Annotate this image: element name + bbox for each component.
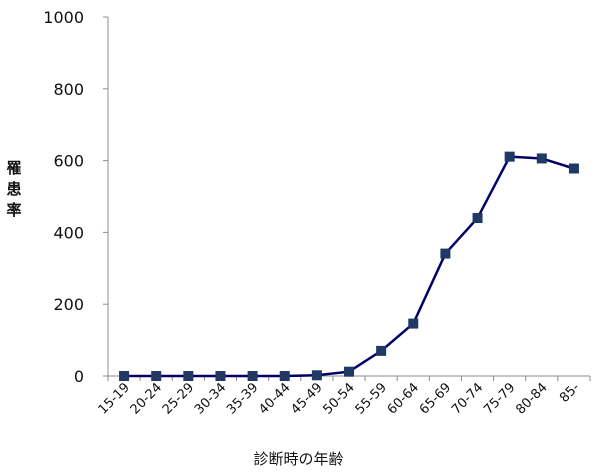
- data-point: [119, 371, 130, 381]
- data-point: [279, 371, 290, 381]
- y-tick-label: 1000: [43, 8, 84, 27]
- y-tick-label: 0: [74, 367, 84, 386]
- x-tick-label: 85-: [557, 380, 583, 406]
- data-point: [215, 371, 226, 381]
- axes: [107, 17, 590, 377]
- x-tick-label: 75-79: [481, 380, 518, 417]
- y-ticks: 0 200 400 600 800 1000: [43, 8, 108, 386]
- data-point: [247, 371, 258, 381]
- y-axis-title: 罹患率: [6, 159, 22, 219]
- data-point: [311, 370, 322, 381]
- data-point: [408, 318, 419, 329]
- x-tick-label: 50-54: [321, 380, 358, 417]
- x-tick-label: 20-24: [128, 380, 165, 417]
- x-tick-label: 70-74: [449, 380, 486, 417]
- data-point: [568, 163, 579, 174]
- x-axis-title: 診断時の年齢: [253, 450, 344, 468]
- data-point: [344, 366, 354, 377]
- series: [119, 151, 579, 381]
- x-tick-label: 40-44: [256, 380, 293, 417]
- x-tick-label: 65-69: [417, 380, 454, 417]
- x-tick-label: 45-49: [288, 380, 325, 417]
- x-ticks: 15-1920-2425-2930-3435-3940-4445-4950-54…: [96, 376, 591, 418]
- x-tick-label: 30-34: [192, 380, 229, 417]
- data-point: [183, 371, 194, 381]
- x-tick-label: 25-29: [160, 380, 197, 417]
- x-tick-label: 15-19: [96, 380, 133, 417]
- x-tick-label: 60-64: [385, 380, 422, 417]
- y-tick-label: 800: [53, 80, 84, 99]
- y-tick-label: 400: [53, 223, 84, 242]
- y-tick-label: 600: [53, 152, 84, 171]
- data-point: [504, 151, 515, 162]
- x-tick-label: 55-59: [353, 380, 390, 417]
- x-tick-label: 35-39: [224, 380, 261, 417]
- data-point: [376, 345, 387, 356]
- y-tick-label: 200: [53, 295, 84, 314]
- series-line: [124, 155, 575, 378]
- data-point: [536, 153, 547, 164]
- data-point: [440, 248, 451, 259]
- x-tick-label: 80-84: [513, 380, 550, 417]
- data-point: [472, 213, 483, 224]
- data-point: [151, 371, 162, 381]
